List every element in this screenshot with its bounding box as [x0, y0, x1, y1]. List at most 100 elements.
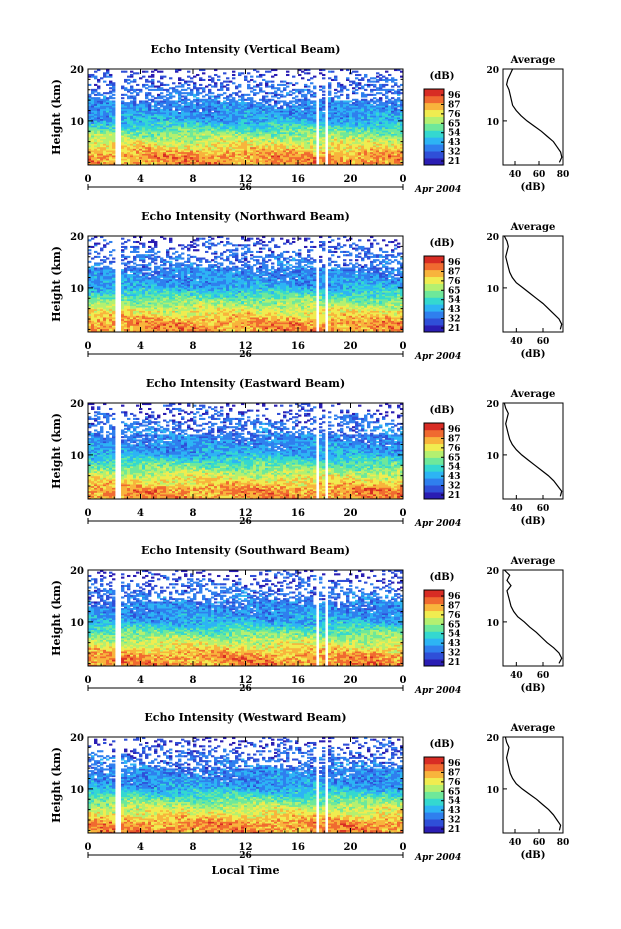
heatmap-cell	[121, 100, 124, 102]
heatmap-cell	[88, 249, 91, 251]
heatmap-cell	[190, 81, 193, 83]
heatmap-cell	[244, 99, 247, 101]
heatmap-cell	[247, 94, 250, 96]
heatmap-cell	[253, 104, 256, 106]
heatmap-cell	[361, 92, 364, 94]
heatmap-cell	[373, 100, 376, 102]
heatmap-cell	[271, 99, 274, 101]
heatmap-cell	[226, 84, 229, 86]
heatmap-cell	[322, 97, 325, 99]
heatmap-cell	[322, 77, 325, 79]
panel-title: Echo Intensity (Vertical Beam)	[150, 43, 340, 56]
heatmap-cell	[151, 79, 154, 81]
heatmap-cell	[109, 100, 112, 102]
heatmap-cell	[232, 82, 235, 84]
heatmap-cell	[271, 76, 274, 78]
heatmap-cell	[376, 79, 379, 81]
x-tick-label: 0	[85, 174, 92, 185]
heatmap-cell	[328, 97, 331, 99]
heatmap-cell	[379, 92, 382, 94]
heatmap-cell	[145, 71, 148, 73]
heatmap-cell	[340, 94, 343, 96]
heatmap-cell	[286, 102, 289, 104]
heatmap-cell	[226, 87, 229, 89]
heatmap-cell	[157, 94, 160, 96]
heatmap-cell	[292, 97, 295, 99]
heatmap-cell	[337, 100, 340, 102]
heatmap-cell	[130, 100, 133, 102]
heatmap-cell	[352, 87, 355, 89]
heatmap-cell	[397, 104, 400, 106]
heatmap-cell	[319, 89, 322, 91]
heatmap-cell	[193, 76, 196, 78]
heatmap-cell	[307, 99, 310, 101]
heatmap-cell	[199, 77, 202, 79]
heatmap-cell	[265, 95, 268, 97]
heatmap-cell	[175, 86, 178, 88]
heatmap-cell	[397, 97, 400, 99]
heatmap-cell	[310, 82, 313, 84]
heatmap-cell	[181, 84, 184, 86]
heatmap-cell	[241, 94, 244, 96]
heatmap-cell	[106, 97, 109, 99]
heatmap-cell	[97, 79, 100, 81]
heatmap-cell	[331, 79, 334, 81]
heatmap-cell	[355, 71, 358, 73]
heatmap-cell	[277, 97, 280, 99]
heatmap-cell	[310, 94, 313, 96]
heatmap-cell	[301, 89, 304, 91]
heatmap-cell	[250, 91, 253, 93]
heatmap-cell	[352, 81, 355, 83]
heatmap-cell	[166, 89, 169, 91]
heatmap-cell	[277, 107, 280, 109]
heatmap-cell	[394, 82, 397, 84]
heatmap-cell	[391, 77, 394, 79]
heatmap-cell	[361, 86, 364, 88]
figure: Echo Intensity (Vertical Beam)0 4 8 12 16 20 0…	[0, 0, 621, 929]
heatmap-cell	[175, 100, 178, 102]
heatmap-cell	[268, 71, 271, 73]
heatmap-cell	[148, 81, 151, 83]
colorbar-segment	[424, 96, 444, 103]
heatmap-cell	[262, 74, 265, 76]
heatmap-cell	[286, 82, 289, 84]
heatmap-cell	[139, 89, 142, 91]
panel-title: Echo Intensity (Northward Beam)	[141, 210, 350, 223]
heatmap-cell	[286, 92, 289, 94]
heatmap-cell	[184, 89, 187, 91]
heatmap-cell	[253, 86, 256, 88]
heatmap-cell	[178, 77, 181, 79]
heatmap-cell	[370, 104, 373, 106]
heatmap-cell	[346, 89, 349, 91]
heatmap-cell	[379, 74, 382, 76]
heatmap-cell	[283, 109, 286, 111]
heatmap-cell	[346, 77, 349, 79]
heatmap-cell	[169, 87, 172, 89]
heatmap-cell	[175, 89, 178, 91]
heatmap-cell	[232, 74, 235, 76]
heatmap-cell	[145, 92, 148, 94]
colorbar-segment	[424, 151, 444, 158]
heatmap-cell	[109, 95, 112, 97]
heatmap-cell	[301, 99, 304, 101]
heatmap-cell	[229, 81, 232, 83]
heatmap-cell	[292, 92, 295, 94]
heatmap-cell	[121, 94, 124, 96]
heatmap-cell	[277, 100, 280, 102]
x-tick-label: 0	[400, 174, 407, 185]
heatmap-cell	[154, 86, 157, 88]
heatmap-cell	[313, 100, 316, 102]
heatmap-cell	[364, 74, 367, 76]
heatmap-cell	[397, 86, 400, 88]
heatmap-cell	[256, 71, 259, 73]
heatmap-cell	[370, 81, 373, 83]
heatmap-cell	[274, 74, 277, 76]
heatmap-cell	[322, 86, 325, 88]
heatmap-cell	[205, 94, 208, 96]
heatmap-cell	[382, 76, 385, 78]
heatmap-cell	[385, 100, 388, 102]
heatmap-cell	[226, 95, 229, 97]
heatmap-cell	[340, 100, 343, 102]
heatmap-cell	[358, 82, 361, 84]
heatmap-cell	[193, 94, 196, 96]
